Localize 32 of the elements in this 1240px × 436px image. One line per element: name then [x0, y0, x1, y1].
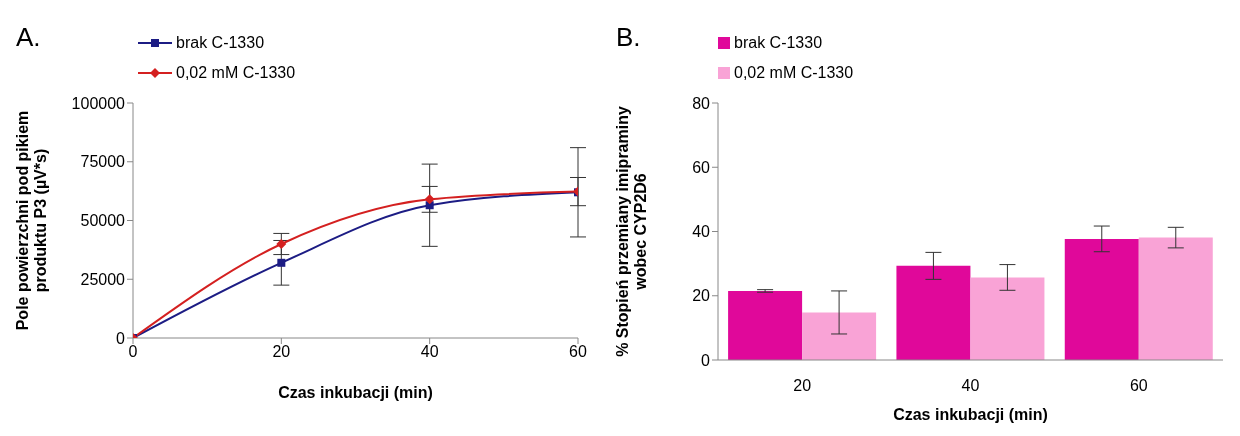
x-axis-title: Czas inkubacji (min) — [893, 406, 1048, 423]
x-tick-label: 60 — [569, 343, 587, 361]
bar — [728, 290, 803, 360]
y-tick-label: 75000 — [80, 153, 126, 171]
bar — [1064, 238, 1139, 360]
y-axis-title: Pole powierzchni pod pikiem produktu P3 (µV*s) — [14, 110, 49, 331]
bar — [1138, 237, 1213, 360]
x-tick-label: 20 — [793, 377, 812, 395]
y-tick-label: 60 — [692, 158, 711, 176]
y-tick-label: 50000 — [80, 212, 126, 230]
x-tick-label: 20 — [272, 343, 291, 361]
x-tick-label: 0 — [128, 343, 138, 361]
y-tick-label: 100000 — [71, 94, 126, 112]
bar — [896, 265, 971, 360]
x-axis-title: Czas inkubacji (min) — [278, 384, 433, 401]
x-tick-label: 40 — [420, 343, 439, 361]
chart-title: A. — [16, 22, 41, 53]
legend-label: brak C-1330 — [734, 34, 823, 52]
y-tick-label: 80 — [692, 94, 711, 112]
x-tick-label: 60 — [1129, 377, 1148, 395]
chart-title: B. — [616, 22, 641, 53]
y-axis-title: % Stopień przemiany imipraminy wobec CYP2D6 — [614, 106, 649, 357]
y-tick-label: 20 — [692, 287, 711, 305]
legend-label: brak C-1330 — [176, 34, 265, 52]
x-tick-label: 40 — [961, 377, 980, 395]
bar — [802, 312, 877, 360]
legend-label: 0,02 mM C-1330 — [734, 64, 854, 82]
bar — [970, 277, 1045, 360]
y-tick-label: 40 — [692, 223, 711, 241]
legend-label: 0,02 mM C-1330 — [176, 64, 296, 82]
y-tick-label: 25000 — [80, 270, 126, 288]
y-tick-label: 0 — [116, 329, 126, 347]
